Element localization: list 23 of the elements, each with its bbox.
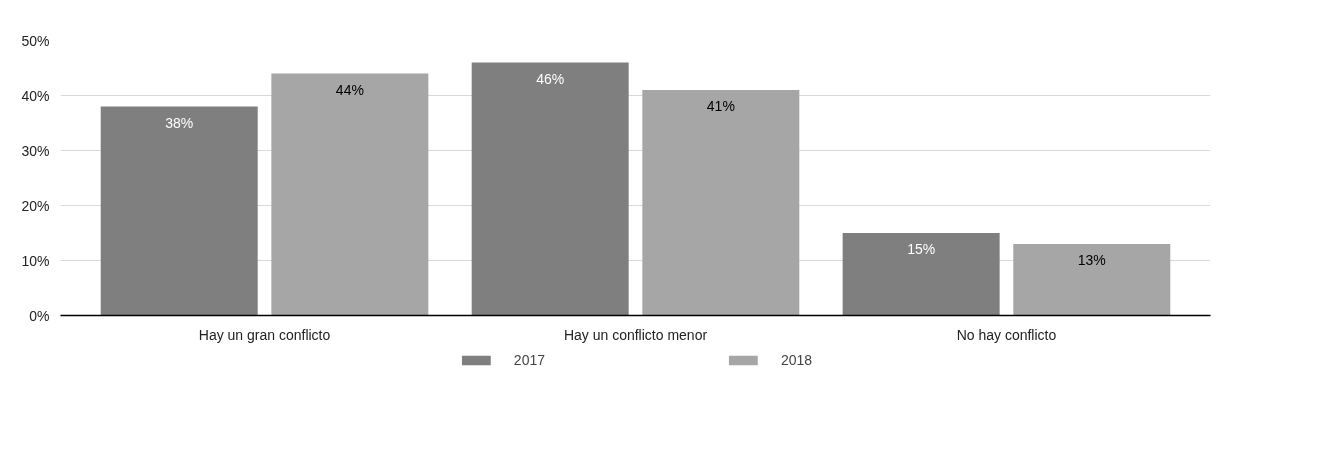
y-tick-label: 40% [21, 87, 50, 104]
y-tick-label: 0% [29, 307, 50, 324]
y-tick-label: 30% [21, 142, 50, 159]
bar [100, 106, 258, 316]
data-label: 38% [165, 114, 194, 131]
legend-label: 2017 [513, 352, 545, 368]
data-label: 15% [907, 241, 936, 257]
x-tick-label: Hay un conflicto menor [563, 326, 708, 343]
bar [842, 233, 1000, 316]
x-tick-label: Hay un gran conflicto [198, 326, 331, 343]
bar [471, 62, 629, 316]
data-label: 41% [706, 98, 735, 114]
legend-label: 2018 [781, 352, 813, 368]
bar [271, 73, 429, 316]
bar [1013, 244, 1171, 316]
data-label: 44% [335, 81, 364, 98]
bar [642, 90, 800, 316]
y-tick-label: 10% [21, 252, 50, 269]
y-tick-label: 20% [21, 197, 50, 214]
x-tick-label: No hay conflicto [956, 326, 1057, 343]
y-tick-label: 50% [21, 32, 50, 49]
data-label: 46% [536, 70, 565, 87]
data-label: 13% [1077, 252, 1106, 268]
